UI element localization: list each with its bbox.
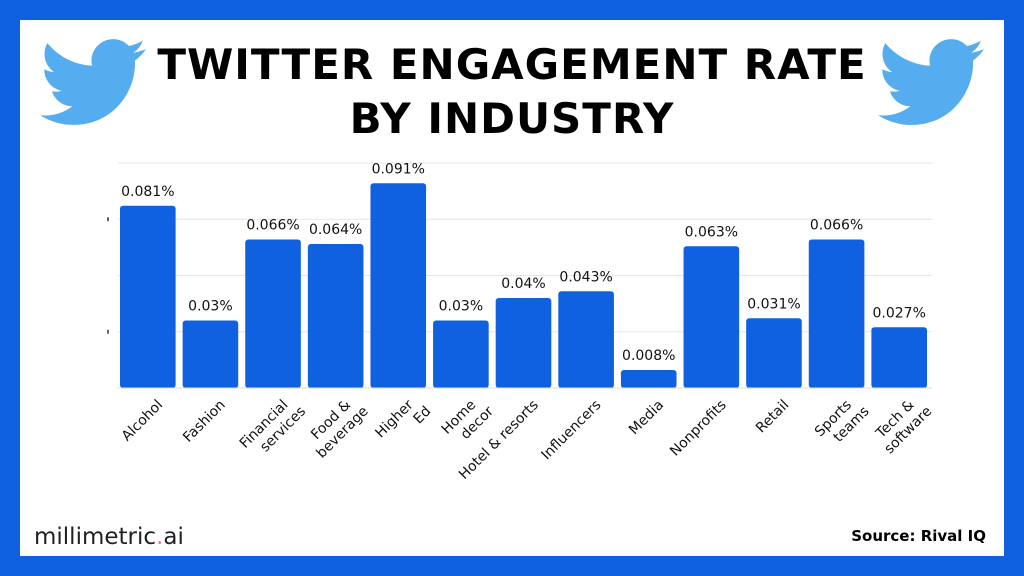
data-label: 0.04% [501, 276, 545, 292]
data-label: 0.031% [747, 296, 800, 312]
x-tick-label-line: Fashion [180, 397, 229, 446]
x-tick-label: Tech &software [869, 391, 935, 457]
bar [245, 239, 301, 388]
x-tick-label: Alcohol [119, 397, 166, 444]
bar [746, 318, 802, 388]
x-tick-label-line: Retail [753, 397, 792, 436]
bar [620, 370, 677, 388]
x-tick-label-line: Media [626, 397, 667, 438]
data-label: 0.008% [622, 348, 675, 364]
chart-title: TWITTER ENGAGEMENT RATE BY INDUSTRY [0, 38, 1024, 146]
brand-dot: . [156, 524, 164, 550]
x-tick-label: Sportsteams [812, 391, 873, 452]
x-tick-label: Fashion [180, 397, 229, 446]
x-tick-label: HigherEd [372, 391, 434, 453]
data-label: 0.063% [685, 224, 738, 240]
bar [120, 205, 176, 388]
y-tick [107, 217, 109, 222]
bar [370, 183, 427, 388]
x-tick-label: Media [626, 397, 667, 438]
y-tick [107, 329, 109, 334]
brand-tld: ai [163, 524, 184, 550]
x-tick-label-line: Influencers [538, 397, 604, 463]
bar [495, 298, 552, 388]
x-tick-label: Influencers [538, 397, 604, 463]
data-label: 0.03% [439, 299, 483, 315]
brand-main: millimetric [34, 524, 157, 550]
data-label: 0.027% [872, 305, 925, 321]
bar [683, 246, 740, 388]
data-label: 0.064% [309, 222, 362, 238]
data-label: 0.066% [810, 218, 863, 234]
x-tick-label: Food &beverage [302, 391, 372, 461]
data-label: 0.03% [188, 299, 232, 315]
data-label: 0.043% [559, 269, 612, 285]
data-label: 0.066% [246, 218, 299, 234]
x-tick-label-line: Alcohol [119, 397, 166, 444]
data-label: 0.081% [121, 184, 174, 200]
bar [808, 239, 865, 388]
data-label: 0.091% [372, 161, 425, 177]
title-line-1: TWITTER ENGAGEMENT RATE [157, 40, 867, 89]
bar [433, 320, 489, 388]
source-note: Source: Rival IQ [851, 527, 986, 545]
x-tick-label: Retail [753, 397, 792, 436]
x-tick-label-line: Nonprofits [667, 397, 730, 460]
x-tick-label: Nonprofits [667, 397, 730, 460]
brand-logo: millimetric.ai [34, 524, 184, 550]
bar [558, 291, 614, 388]
twitter-bird-icon [878, 39, 984, 125]
title-line-2: BY INDUSTRY [349, 94, 675, 143]
x-tick-label: Financialservices [237, 391, 309, 463]
bar [307, 244, 364, 388]
bar [871, 327, 927, 388]
bar [182, 320, 239, 388]
twitter-bird-icon [40, 39, 146, 125]
x-tick-label-line: Higher [372, 397, 416, 441]
